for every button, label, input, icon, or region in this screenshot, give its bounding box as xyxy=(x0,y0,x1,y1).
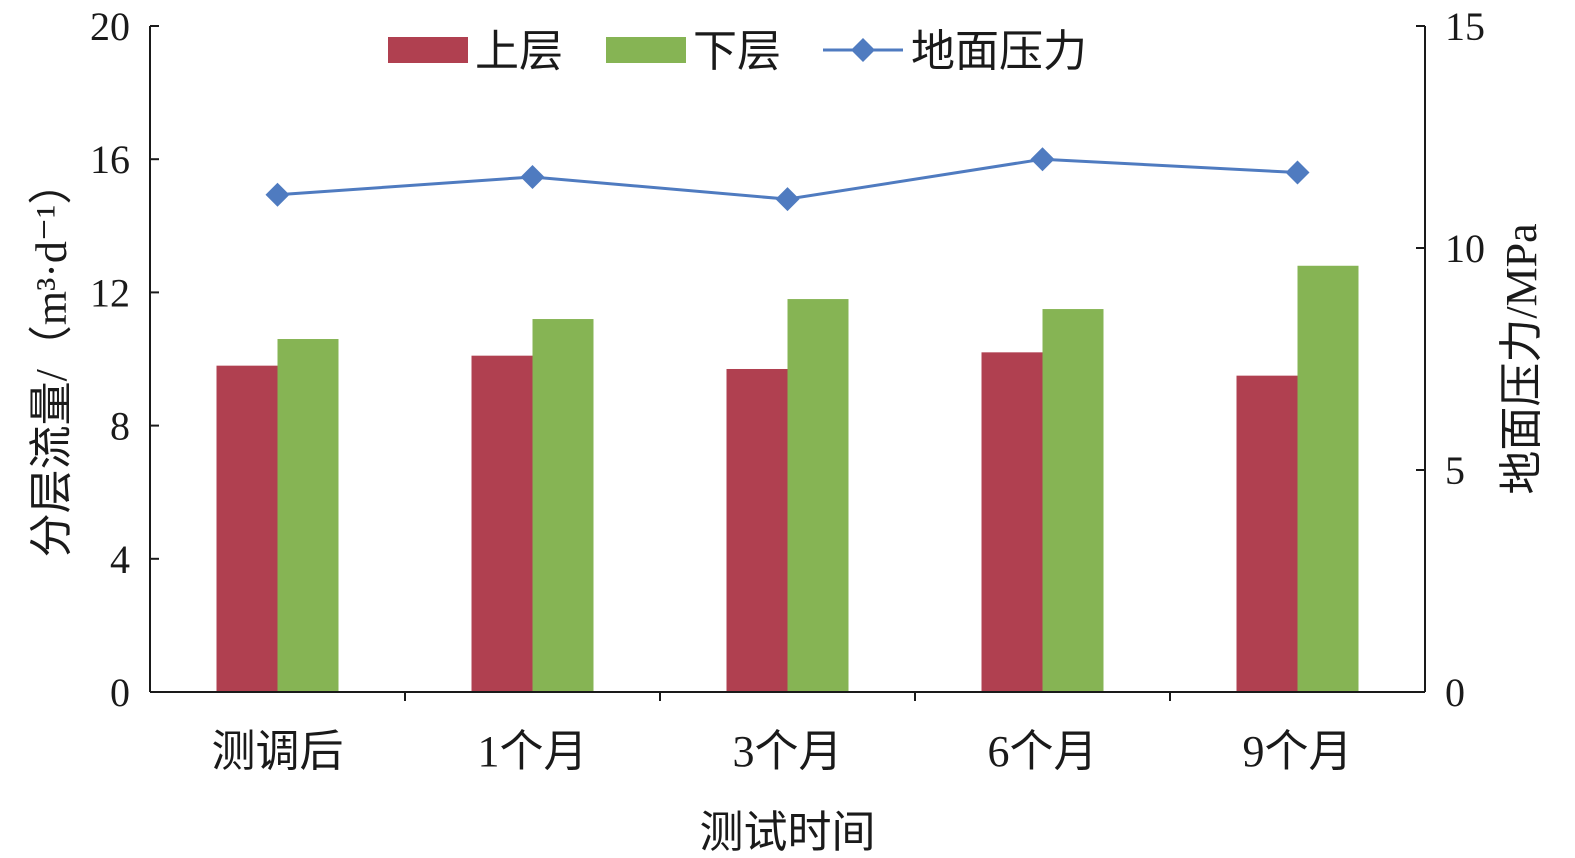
y-tick-label-left-4: 4 xyxy=(110,537,130,582)
y-tick-label-right-5: 5 xyxy=(1445,448,1465,493)
y-tick-label-right-15: 15 xyxy=(1445,4,1485,49)
bar-upper-3 xyxy=(981,352,1043,692)
pressure-marker-0 xyxy=(265,182,290,207)
x-tick-label-4: 9个月 xyxy=(1243,727,1353,776)
legend-label-lower: 下层 xyxy=(693,27,781,76)
y-axis-title-right: 地面压力/MPa xyxy=(1497,223,1546,494)
pressure-marker-3 xyxy=(1030,147,1055,172)
y-tick-label-left-20: 20 xyxy=(90,4,130,49)
y-axis-title-left: 分层流量/（m³·d⁻¹） xyxy=(27,161,76,558)
pressure-marker-2 xyxy=(775,187,800,212)
bar-lower-1 xyxy=(532,319,594,692)
y-tick-label-right-10: 10 xyxy=(1445,226,1485,271)
bar-upper-1 xyxy=(471,355,533,692)
y-tick-label-left-0: 0 xyxy=(110,670,130,715)
y-tick-label-left-8: 8 xyxy=(110,404,130,449)
bars-layer xyxy=(216,265,1359,692)
x-axis-title: 测试时间 xyxy=(700,808,876,857)
legend-swatch-lower xyxy=(606,37,686,63)
pressure-marker-1 xyxy=(520,164,545,189)
y-tick-label-left-12: 12 xyxy=(90,270,130,315)
bar-upper-2 xyxy=(726,368,788,692)
pressure-line-layer xyxy=(265,147,1310,212)
legend-label-pressure: 地面压力 xyxy=(911,27,1087,76)
bar-lower-0 xyxy=(277,339,339,692)
x-tick-label-2: 3个月 xyxy=(733,727,843,776)
axes-layer xyxy=(149,25,1426,701)
legend-label-upper: 上层 xyxy=(475,27,563,76)
bar-upper-0 xyxy=(216,365,278,692)
bar-lower-3 xyxy=(1042,309,1104,692)
y-tick-label-left-16: 16 xyxy=(90,137,130,182)
y-tick-label-right-0: 0 xyxy=(1445,670,1465,715)
bar-upper-4 xyxy=(1236,375,1298,692)
x-tick-label-1: 1个月 xyxy=(478,727,588,776)
pressure-marker-4 xyxy=(1285,160,1310,185)
legend: 上层 下层 地面压力 xyxy=(388,27,1087,76)
bar-lower-4 xyxy=(1297,265,1359,692)
bar-lower-2 xyxy=(787,299,849,692)
x-tick-label-3: 6个月 xyxy=(988,727,1098,776)
legend-marker-pressure xyxy=(851,38,875,62)
x-tick-label-0: 测调后 xyxy=(212,727,344,776)
legend-swatch-upper xyxy=(388,37,468,63)
